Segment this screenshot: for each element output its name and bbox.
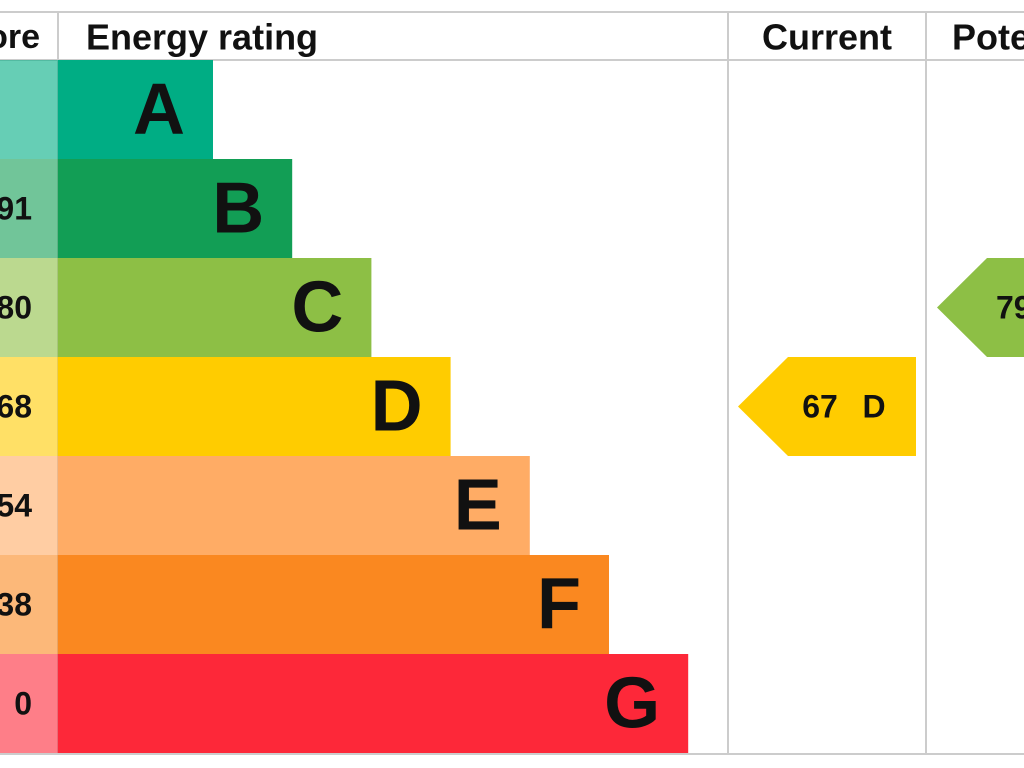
potential-arrow: [937, 258, 1024, 357]
score-range: 91: [0, 191, 32, 227]
rating-letter: C: [291, 268, 343, 348]
rating-bar: [58, 357, 451, 456]
rating-letter: G: [604, 664, 660, 744]
score-range: 38: [0, 587, 32, 623]
score-range: 54: [0, 488, 32, 524]
score-range: 0: [14, 686, 32, 722]
score-cell: [0, 456, 58, 555]
score-cell: [0, 654, 58, 753]
rating-letter: B: [212, 169, 264, 249]
score-header: ore: [0, 18, 40, 56]
score-cell: [0, 555, 58, 654]
score-range: 80: [0, 290, 32, 326]
score-range: 68: [0, 389, 32, 425]
score-cell: [0, 258, 58, 357]
score-cell: [0, 60, 58, 159]
rating-letter: D: [371, 367, 423, 447]
rating-bar: [58, 60, 213, 159]
rating-bar: [58, 159, 293, 258]
rating-bar: [58, 555, 609, 654]
rating-bar: [58, 258, 372, 357]
rating-bar: [58, 654, 689, 753]
current-value: 67: [802, 389, 838, 425]
current-header: Current: [762, 17, 892, 58]
rating-letter: A: [133, 70, 185, 150]
energy-rating-header: Energy rating: [86, 17, 318, 58]
current-letter: D: [862, 389, 885, 425]
current-arrow: [738, 357, 916, 456]
potential-header: Pote: [952, 17, 1024, 58]
score-cell: [0, 159, 58, 258]
potential-value: 79: [996, 290, 1024, 326]
rating-bar: [58, 456, 530, 555]
rating-letter: F: [537, 565, 581, 645]
rating-letter: E: [454, 466, 502, 546]
score-cell: [0, 357, 58, 456]
